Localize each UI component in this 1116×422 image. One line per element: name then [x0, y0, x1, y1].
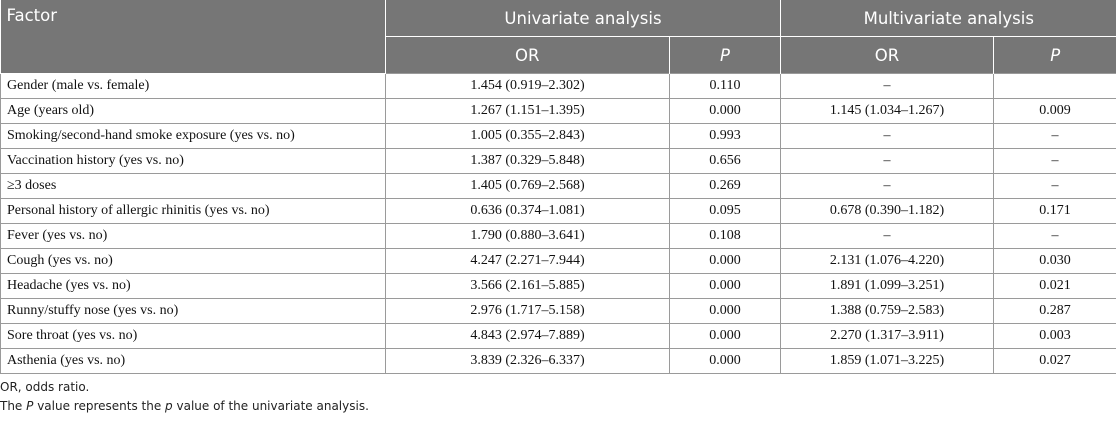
univariate-p-cell: 0.269 — [669, 173, 781, 199]
univariate-or-cell: 3.839 (2.326–6.337) — [385, 348, 670, 374]
univariate-p-cell: 0.110 — [669, 73, 781, 99]
header-multivariate-or: OR — [780, 36, 994, 74]
factor-cell: Runny/stuffy nose (yes vs. no) — [0, 298, 386, 324]
multivariate-p-cell: – — [992, 148, 1116, 174]
multivariate-p-cell: 0.171 — [992, 198, 1116, 224]
results-table: Factor Univariate analysis Multivariate … — [0, 0, 1116, 374]
table-row: Asthenia (yes vs. no) 3.839 (2.326–6.337… — [0, 348, 1116, 374]
multivariate-or-cell: – — [780, 173, 994, 199]
multivariate-or-cell: 1.145 (1.034–1.267) — [780, 98, 994, 124]
multivariate-or-cell: 1.388 (0.759–2.583) — [780, 298, 994, 324]
univariate-p-cell: 0.656 — [669, 148, 781, 174]
multivariate-or-cell: 2.131 (1.076–4.220) — [780, 248, 994, 274]
header-factor: Factor — [0, 0, 386, 74]
table-row: Vaccination history (yes vs. no) 1.387 (… — [0, 148, 1116, 174]
univariate-p-cell: 0.095 — [669, 198, 781, 224]
univariate-or-cell: 1.267 (1.151–1.395) — [385, 98, 670, 124]
table-row: Gender (male vs. female) 1.454 (0.919–2.… — [0, 73, 1116, 99]
univariate-or-cell: 2.976 (1.717–5.158) — [385, 298, 670, 324]
univariate-p-cell: 0.108 — [669, 223, 781, 249]
factor-cell: Headache (yes vs. no) — [0, 273, 386, 299]
multivariate-p-cell: 0.009 — [992, 98, 1116, 124]
multivariate-or-cell: – — [780, 223, 994, 249]
table-body: Gender (male vs. female) 1.454 (0.919–2.… — [0, 73, 1116, 374]
table-footnotes: OR, odds ratio. The P value represents t… — [0, 378, 369, 416]
footnote-p-value: The P value represents the p value of th… — [0, 397, 369, 416]
univariate-p-cell: 0.000 — [669, 348, 781, 374]
p-symbol: p — [165, 399, 173, 413]
multivariate-or-cell: 2.270 (1.317–3.911) — [780, 323, 994, 349]
univariate-or-cell: 4.843 (2.974–7.889) — [385, 323, 670, 349]
multivariate-or-cell: 0.678 (0.390–1.182) — [780, 198, 994, 224]
multivariate-p-cell: 0.021 — [992, 273, 1116, 299]
multivariate-or-cell: – — [780, 123, 994, 149]
multivariate-p-cell: 0.287 — [992, 298, 1116, 324]
univariate-or-cell: 1.387 (0.329–5.848) — [385, 148, 670, 174]
multivariate-p-cell: – — [992, 173, 1116, 199]
footnote-text: value of the univariate analysis. — [172, 399, 369, 413]
multivariate-p-cell: 0.030 — [992, 248, 1116, 274]
header-univariate: Univariate analysis — [385, 0, 781, 37]
table-header: Factor Univariate analysis Multivariate … — [0, 0, 1116, 74]
univariate-p-cell: 0.000 — [669, 248, 781, 274]
factor-cell: Asthenia (yes vs. no) — [0, 348, 386, 374]
univariate-or-cell: 1.005 (0.355–2.843) — [385, 123, 670, 149]
header-multivariate-p: P — [992, 36, 1116, 74]
multivariate-or-cell: – — [780, 148, 994, 174]
table-row: Fever (yes vs. no) 1.790 (0.880–3.641) 0… — [0, 223, 1116, 249]
univariate-or-cell: 1.454 (0.919–2.302) — [385, 73, 670, 99]
univariate-p-cell: 0.000 — [669, 98, 781, 124]
univariate-p-cell: 0.000 — [669, 323, 781, 349]
multivariate-p-cell — [992, 73, 1116, 99]
table-row: Age (years old) 1.267 (1.151–1.395) 0.00… — [0, 98, 1116, 124]
factor-cell: Age (years old) — [0, 98, 386, 124]
table-row: Cough (yes vs. no) 4.247 (2.271–7.944) 0… — [0, 248, 1116, 274]
univariate-p-cell: 0.993 — [669, 123, 781, 149]
factor-cell: Vaccination history (yes vs. no) — [0, 148, 386, 174]
table-row: Smoking/second-hand smoke exposure (yes … — [0, 123, 1116, 149]
header-multivariate: Multivariate analysis — [779, 0, 1116, 37]
table-row: Headache (yes vs. no) 3.566 (2.161–5.885… — [0, 273, 1116, 299]
multivariate-p-cell: – — [992, 123, 1116, 149]
p-symbol: P — [1050, 45, 1061, 65]
univariate-p-cell: 0.000 — [669, 298, 781, 324]
multivariate-p-cell: 0.003 — [992, 323, 1116, 349]
footnote-text: The — [0, 399, 27, 413]
univariate-or-cell: 4.247 (2.271–7.944) — [385, 248, 670, 274]
univariate-or-cell: 0.636 (0.374–1.081) — [385, 198, 670, 224]
multivariate-p-cell: 0.027 — [992, 348, 1116, 374]
table-row: Sore throat (yes vs. no) 4.843 (2.974–7.… — [0, 323, 1116, 349]
factor-cell: ≥3 doses — [0, 173, 386, 199]
table-row: Personal history of allergic rhinitis (y… — [0, 198, 1116, 224]
univariate-or-cell: 1.405 (0.769–2.568) — [385, 173, 670, 199]
p-symbol: P — [720, 45, 730, 65]
univariate-or-cell: 1.790 (0.880–3.641) — [385, 223, 670, 249]
header-univariate-or: OR — [385, 36, 670, 74]
p-symbol: P — [26, 399, 34, 413]
footnote-text: value represents the — [33, 399, 166, 413]
table-row: Runny/stuffy nose (yes vs. no) 2.976 (1.… — [0, 298, 1116, 324]
footnote-abbreviation: OR, odds ratio. — [0, 380, 90, 394]
factor-cell: Cough (yes vs. no) — [0, 248, 386, 274]
factor-cell: Sore throat (yes vs. no) — [0, 323, 386, 349]
factor-cell: Personal history of allergic rhinitis (y… — [0, 198, 386, 224]
header-univariate-p: P — [669, 36, 781, 74]
multivariate-or-cell: – — [780, 73, 994, 99]
univariate-or-cell: 3.566 (2.161–5.885) — [385, 273, 670, 299]
factor-cell: Smoking/second-hand smoke exposure (yes … — [0, 123, 386, 149]
multivariate-or-cell: 1.891 (1.099–3.251) — [780, 273, 994, 299]
table-row: ≥3 doses 1.405 (0.769–2.568) 0.269 – – — [0, 173, 1116, 199]
multivariate-p-cell: – — [992, 223, 1116, 249]
factor-cell: Fever (yes vs. no) — [0, 223, 386, 249]
factor-cell: Gender (male vs. female) — [0, 73, 386, 99]
univariate-p-cell: 0.000 — [669, 273, 781, 299]
multivariate-or-cell: 1.859 (1.071–3.225) — [780, 348, 994, 374]
